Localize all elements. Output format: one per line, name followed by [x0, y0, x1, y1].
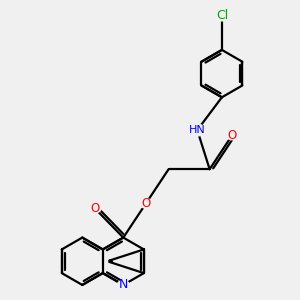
Text: O: O — [228, 128, 237, 142]
Text: N: N — [118, 278, 128, 291]
Ellipse shape — [140, 199, 152, 208]
Ellipse shape — [226, 130, 239, 140]
Ellipse shape — [189, 124, 205, 136]
Text: O: O — [141, 197, 151, 210]
Ellipse shape — [214, 9, 230, 21]
Text: HN: HN — [189, 125, 206, 135]
Text: O: O — [90, 202, 99, 215]
Ellipse shape — [117, 280, 129, 289]
Ellipse shape — [88, 203, 101, 213]
Text: Cl: Cl — [216, 9, 228, 22]
